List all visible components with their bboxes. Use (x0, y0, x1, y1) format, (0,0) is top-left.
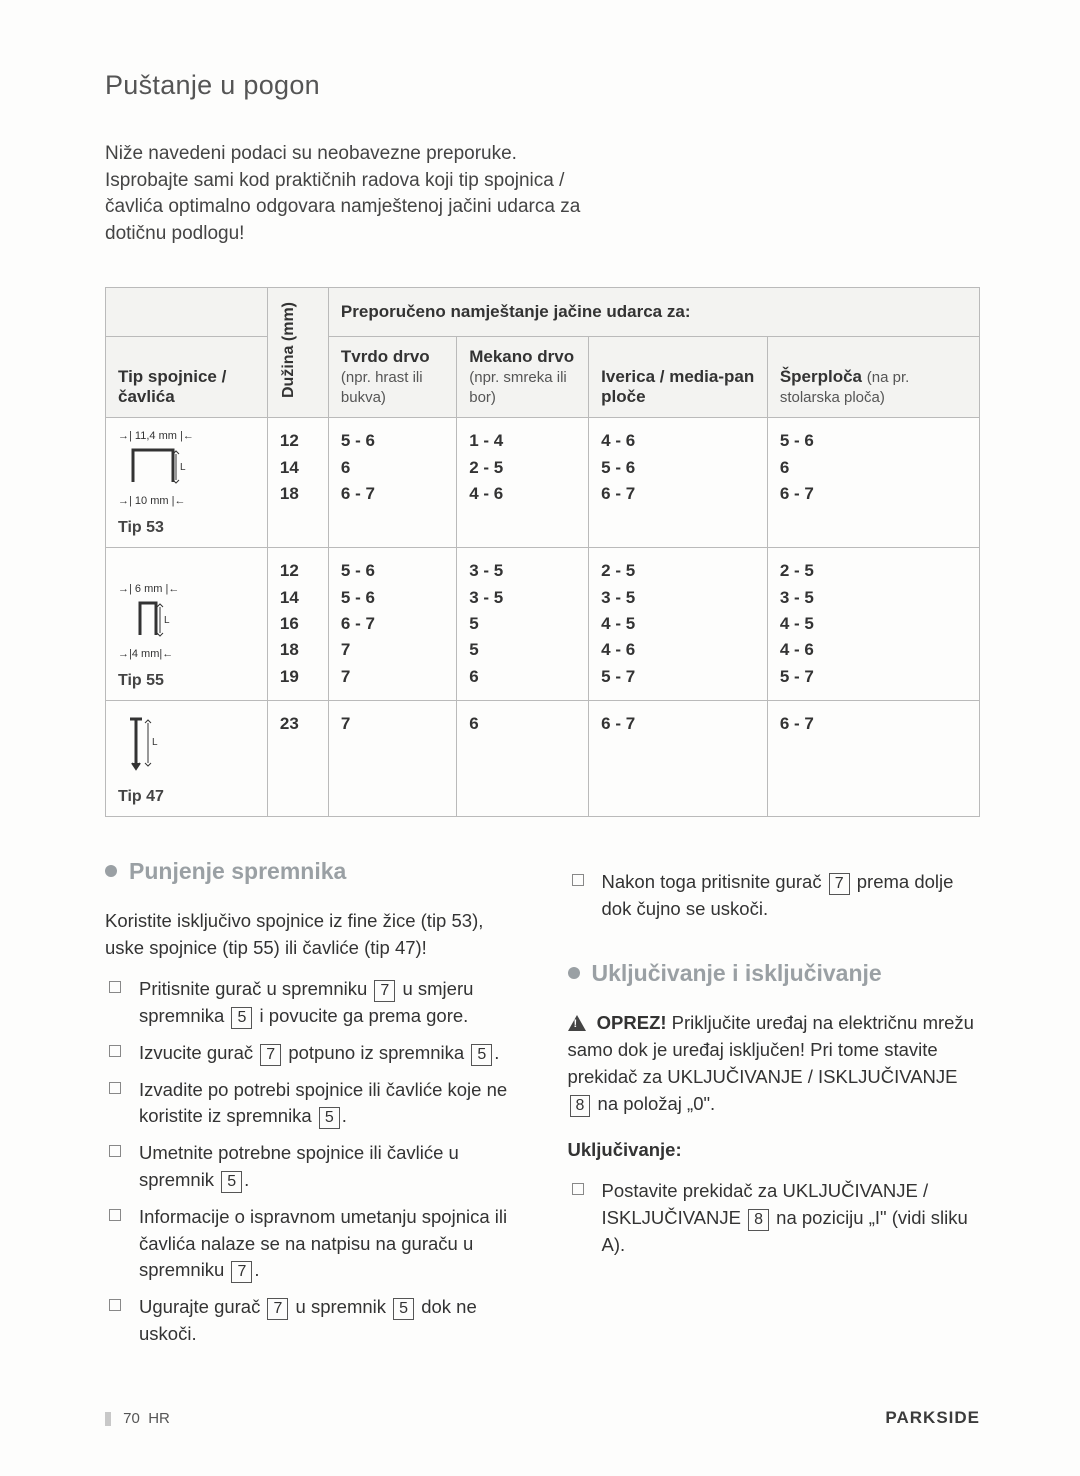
on-subhead: Uključivanje: (568, 1137, 981, 1164)
list-item: Postavite prekidač za UKLJUČIVANJE / ISK… (568, 1178, 981, 1258)
bullet-icon (105, 865, 117, 877)
intro-text: Niže navedeni podaci su neobavezne prepo… (105, 141, 585, 247)
col-ply: Šperploča (na pr. stolarska ploča) (767, 337, 979, 418)
svg-text:L: L (164, 615, 170, 626)
list-item: Pritisnite gurač u spremniku 7 u smjeru … (105, 976, 518, 1030)
ref: 5 (319, 1107, 340, 1129)
ref: 7 (267, 1298, 288, 1320)
tip-cell: →| 11,4 mm |← L →| 10 mm |← Tip 53 (106, 418, 268, 548)
col-tip: Tip spojnice / čavlića (106, 337, 268, 418)
section-onoff: Uključivanje i isključivanje (568, 957, 981, 990)
list-item: Umetnite potrebne spojnice ili čavliće u… (105, 1140, 518, 1194)
len-cell: 23 (267, 701, 328, 817)
value-cell: 7 (328, 701, 456, 817)
ref: 7 (260, 1044, 281, 1066)
footer: 70 HR PARKSIDE (0, 1408, 1080, 1428)
ref-7: 7 (829, 873, 850, 895)
nail-icon: L (118, 713, 168, 771)
value-cell: 6 - 7 (589, 701, 768, 817)
value-cell: 2 - 53 - 54 - 54 - 65 - 7 (589, 548, 768, 701)
list-item: Nakon toga pritisnite gurač 7 prema dolj… (568, 869, 981, 923)
value-cell: 5 - 65 - 66 - 777 (328, 548, 456, 701)
len-cell: 121418 (267, 418, 328, 548)
fill-steps: Pritisnite gurač u spremniku 7 u smjeru … (105, 976, 518, 1348)
ref-8: 8 (748, 1209, 769, 1231)
page-title: Puštanje u pogon (105, 70, 980, 101)
on-steps: Postavite prekidač za UKLJUČIVANJE / ISK… (568, 1178, 981, 1258)
list-item: Izvadite po potrebi spojnice ili čavliće… (105, 1077, 518, 1131)
recommend-header: Preporučeno namještanje jačine udarca za… (328, 288, 979, 337)
brand: PARKSIDE (885, 1408, 980, 1428)
tip-cell: L Tip 47 (106, 701, 268, 817)
warning: OPREZ! Priključite uređaj na električnu … (568, 1010, 981, 1117)
narrow-staple-icon: L (118, 595, 178, 643)
value-cell: 2 - 53 - 54 - 54 - 65 - 7 (767, 548, 979, 701)
bullet-icon (568, 967, 580, 979)
page-bar-icon (105, 1412, 111, 1426)
value-cell: 6 (457, 701, 589, 817)
value-cell: 6 - 7 (767, 701, 979, 817)
list-item: Izvucite gurač 7 potpuno iz spremnika 5. (105, 1040, 518, 1067)
ref: 5 (231, 1007, 252, 1029)
staple-icon: L (118, 442, 188, 490)
value-cell: 4 - 65 - 66 - 7 (589, 418, 768, 548)
col-chip: Iverica / media-pan ploče (589, 337, 768, 418)
col-length: Dužina (mm) (280, 302, 298, 398)
ref: 7 (374, 980, 395, 1002)
svg-text:L: L (152, 737, 158, 748)
ref: 5 (471, 1044, 492, 1066)
list-item: Informacije o ispravnom umetanju spojnic… (105, 1204, 518, 1284)
ref-8: 8 (570, 1095, 591, 1117)
value-cell: 3 - 53 - 5556 (457, 548, 589, 701)
value-cell: 1 - 42 - 54 - 6 (457, 418, 589, 548)
ref: 5 (393, 1298, 414, 1320)
right-top-list: Nakon toga pritisnite gurač 7 prema dolj… (568, 869, 981, 923)
value-cell: 5 - 666 - 7 (767, 418, 979, 548)
ref: 7 (231, 1261, 252, 1283)
spec-table: Dužina (mm) Preporučeno namještanje jači… (105, 287, 980, 817)
len-cell: 1214161819 (267, 548, 328, 701)
list-item: Ugurajte gurač 7 u spremnik 5 dok ne usk… (105, 1294, 518, 1348)
value-cell: 5 - 666 - 7 (328, 418, 456, 548)
fill-lead: Koristite isključivo spojnice iz fine ži… (105, 908, 518, 962)
left-column: Punjenje spremnika Koristite isključivo … (105, 855, 518, 1358)
ref: 5 (221, 1171, 242, 1193)
right-column: Nakon toga pritisnite gurač 7 prema dolj… (568, 855, 981, 1358)
col-soft: Mekano drvo(npr. smreka ili bor) (457, 337, 589, 418)
warning-icon (568, 1015, 586, 1031)
page-number: 70 HR (105, 1410, 170, 1427)
tip-cell: →| 6 mm |← L →|4 mm|← Tip 55 (106, 548, 268, 701)
col-hard: Tvrdo drvo(npr. hrast ili bukva) (328, 337, 456, 418)
section-fill: Punjenje spremnika (105, 855, 518, 888)
svg-text:L: L (180, 462, 186, 473)
